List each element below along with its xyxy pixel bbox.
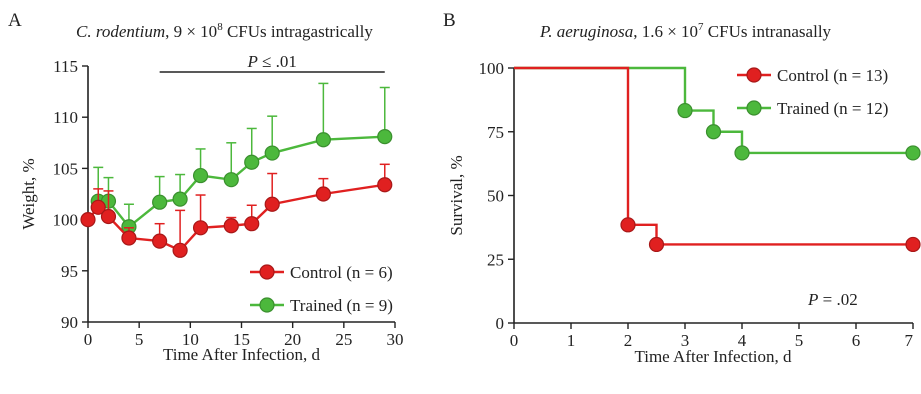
panel-b-y-tick-label: 50 bbox=[487, 187, 504, 206]
panel-a-weight-chart: A C. rodentium, 9 × 108 CFUs intragastric… bbox=[8, 10, 404, 364]
legend-a-control-label: Control (n = 6) bbox=[290, 263, 393, 282]
legend-a-trained-marker bbox=[259, 297, 275, 313]
legend-b-control-marker bbox=[746, 67, 762, 83]
panel-a-control-point bbox=[100, 208, 117, 225]
panel-a-control-point bbox=[315, 186, 331, 202]
panel-a-trained-point bbox=[315, 132, 331, 148]
panel-a-y-tick-label: 110 bbox=[53, 108, 78, 127]
panel-a-x-axis-label: Time After Infection, d bbox=[163, 345, 321, 364]
panel-a-control-point bbox=[121, 230, 137, 246]
panel-b-p-value: P = .02 bbox=[807, 290, 858, 309]
panel-b-x-tick-label: 5 bbox=[795, 331, 804, 350]
panel-a-x-tick-label: 0 bbox=[84, 330, 93, 349]
panel-b-x-axis-label: Time After Infection, d bbox=[634, 347, 792, 366]
panel-a-control-point bbox=[377, 177, 393, 193]
panel-b-x-tick-label: 7 bbox=[905, 331, 914, 350]
panel-a-control-point bbox=[264, 196, 280, 212]
panel-b-control-point bbox=[648, 236, 665, 253]
panel-a-y-tick-label: 115 bbox=[53, 57, 78, 76]
panel-b-title: P. aeruginosa, 1.6 × 107 CFUs intranasal… bbox=[539, 21, 832, 41]
panel-a-x-tick-label: 25 bbox=[335, 330, 352, 349]
panel-a-trained-point bbox=[192, 167, 209, 184]
panel-b-control-step-line bbox=[514, 66, 913, 246]
panel-b-control-point bbox=[620, 217, 636, 233]
legend-b-control-label: Control (n = 13) bbox=[777, 66, 888, 85]
panel-a-title: C. rodentium, 9 × 108 CFUs intragastrica… bbox=[76, 21, 373, 41]
panel-b-x-tick-label: 0 bbox=[510, 331, 519, 350]
panel-a-control-point bbox=[223, 218, 239, 234]
panel-a-control-point bbox=[80, 212, 96, 228]
legend-a-control-marker bbox=[259, 264, 275, 280]
panel-a-y-tick-label: 105 bbox=[53, 159, 79, 178]
panel-a-trained-point bbox=[377, 129, 393, 145]
panel-a-trained-point bbox=[244, 154, 260, 170]
panel-a-x-tick-label: 5 bbox=[135, 330, 144, 349]
panel-a-x-tick-label: 30 bbox=[387, 330, 404, 349]
panel-b-x-tick-label: 2 bbox=[624, 331, 633, 350]
panel-a-trained-point bbox=[172, 191, 188, 207]
panel-b-survival-chart: B P. aeruginosa, 1.6 × 107 CFUs intranasa… bbox=[443, 10, 921, 366]
legend-b-trained-label: Trained (n = 12) bbox=[777, 99, 888, 118]
panel-a-y-tick-label: 95 bbox=[61, 262, 78, 281]
panel-a-x-tick-label: 15 bbox=[233, 330, 250, 349]
panel-b-y-tick-label: 25 bbox=[487, 250, 504, 269]
panel-a-letter: A bbox=[8, 10, 22, 31]
panel-a-trained-line bbox=[98, 135, 385, 229]
panel-b-y-tick-label: 75 bbox=[487, 123, 504, 142]
panel-b-control-point bbox=[905, 236, 921, 253]
panel-a-x-tick-label: 10 bbox=[182, 330, 199, 349]
panel-b-letter: B bbox=[443, 10, 456, 31]
panel-a-x-tick-label: 20 bbox=[284, 330, 301, 349]
legend-b-trained-marker bbox=[746, 100, 762, 116]
panel-b-y-axis-label: Survival, % bbox=[447, 155, 466, 235]
panel-a-control-point bbox=[152, 233, 168, 249]
panel-b-trained-point bbox=[705, 124, 722, 140]
panel-b-trained-point bbox=[734, 145, 750, 161]
panel-b-x-tick-label: 6 bbox=[852, 331, 861, 350]
panel-b-x-tick-label: 4 bbox=[738, 331, 747, 350]
panel-a-trained-point bbox=[264, 145, 280, 161]
panel-a-control-point bbox=[172, 242, 188, 258]
panel-b-y-tick-label: 100 bbox=[479, 59, 505, 78]
panel-a-trained-point bbox=[152, 194, 168, 210]
panel-a-control-point bbox=[90, 199, 106, 215]
panel-a-y-tick-label: 100 bbox=[53, 211, 79, 230]
panel-a-significance-label: P ≤ .01 bbox=[246, 52, 296, 71]
panel-b-trained-point bbox=[677, 102, 693, 119]
legend-a-trained-label: Trained (n = 9) bbox=[290, 296, 393, 315]
panel-a-y-tick-label: 90 bbox=[61, 313, 78, 332]
panel-b-x-tick-label: 1 bbox=[567, 331, 576, 350]
panel-a-control-point bbox=[192, 220, 209, 236]
panel-a-trained-point bbox=[223, 172, 239, 188]
panel-b-x-tick-label: 3 bbox=[681, 331, 690, 350]
panel-b-trained-point bbox=[905, 145, 921, 161]
panel-b-y-tick-label: 0 bbox=[496, 314, 505, 333]
panel-a-y-axis-label: Weight, % bbox=[19, 158, 38, 229]
panel-a-control-point bbox=[244, 216, 260, 232]
